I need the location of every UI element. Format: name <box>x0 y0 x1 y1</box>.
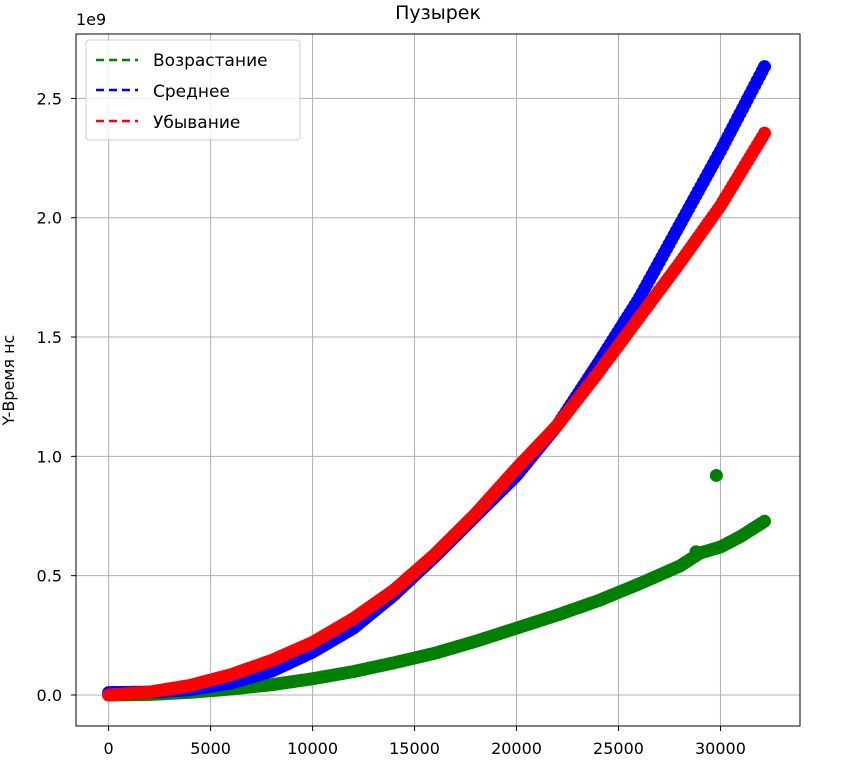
y-tick-label: 1.0 <box>37 447 62 466</box>
y-tick-label: 0.0 <box>37 686 62 705</box>
y-axis-label: Y-Время нс <box>0 335 18 427</box>
series-2-fit-line <box>108 131 767 696</box>
series-0-marker <box>758 514 772 528</box>
plot-frame <box>75 33 801 727</box>
legend-box <box>85 39 301 141</box>
outlier-point <box>709 468 723 482</box>
x-tick-label: 20000 <box>491 739 542 758</box>
x-tick-label: 25000 <box>593 739 644 758</box>
series-1-marker <box>758 60 772 74</box>
ticks: 0 5000 10000 15000 20000 25000 30000 0.0 0.5 1.0 1… <box>37 89 746 758</box>
y-offset-label: 1e9 <box>76 10 106 29</box>
series-2 <box>102 126 772 702</box>
legend-label-srednee: Среднее <box>153 82 230 102</box>
y-tick-label: 1.5 <box>37 328 62 347</box>
legend-label-vozrastanie: Возрастание <box>153 51 268 71</box>
x-tick-label: 10000 <box>287 739 338 758</box>
outlier-point <box>689 545 703 559</box>
series-layer <box>102 60 772 702</box>
legend: Возрастание Среднее Убывание <box>85 39 301 141</box>
x-tick-label: 15000 <box>389 739 440 758</box>
y-tick-label: 2.0 <box>37 209 62 228</box>
chart-title: Пузырек <box>395 2 481 24</box>
legend-label-ubyvanie: Убывание <box>153 113 240 133</box>
x-tick-label: 0 <box>104 739 114 758</box>
y-tick-label: 0.5 <box>37 567 62 586</box>
x-tick-label: 5000 <box>190 739 231 758</box>
y-tick-label: 2.5 <box>37 89 62 108</box>
x-tick-label: 30000 <box>695 739 746 758</box>
